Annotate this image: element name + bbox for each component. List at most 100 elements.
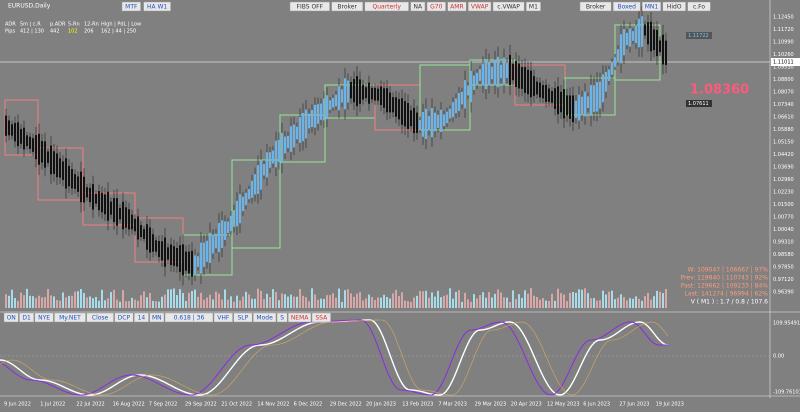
button-label[interactable]: AMR — [450, 4, 463, 11]
volume-bar — [35, 298, 37, 308]
button-label[interactable]: FIBS OFF — [297, 4, 324, 11]
button-label[interactable]: Close — [92, 315, 109, 322]
button[interactable] — [114, 312, 134, 323]
volume-bar — [359, 292, 361, 308]
button[interactable] — [34, 312, 54, 323]
volume-bar — [254, 298, 256, 308]
candle — [632, 31, 634, 41]
button-label[interactable]: DCP — [118, 315, 131, 322]
button-label[interactable]: M1 — [529, 4, 538, 11]
date-label: 6 Dec 2022 — [294, 402, 323, 408]
button-label[interactable]: My.NET — [59, 315, 81, 322]
button-label[interactable]: Broker — [586, 4, 606, 11]
button[interactable] — [447, 1, 467, 12]
button[interactable] — [252, 312, 277, 323]
price-label: 1.05150 — [773, 140, 794, 146]
candle — [542, 85, 544, 99]
button[interactable] — [492, 1, 525, 12]
button[interactable] — [3, 312, 19, 323]
candle — [185, 251, 187, 271]
button-label[interactable]: c.Fo — [693, 4, 705, 11]
level-label: 1.11722 — [688, 33, 709, 39]
button-label[interactable]: c.VWAP — [497, 4, 520, 11]
button[interactable] — [121, 1, 141, 12]
button-label[interactable]: Mode — [256, 315, 273, 322]
button-label[interactable]: NYE — [38, 315, 50, 322]
button[interactable] — [525, 1, 541, 12]
button-label[interactable]: 14 — [138, 315, 146, 322]
button-label[interactable]: HA W1 — [147, 4, 167, 11]
volume-bar — [98, 300, 100, 308]
button-label[interactable]: SSA — [315, 315, 328, 322]
candle — [365, 87, 367, 99]
volume-bar — [284, 294, 286, 308]
candle — [56, 153, 58, 178]
button-label[interactable]: NEMA — [291, 315, 309, 322]
price-label: 1.02960 — [773, 177, 794, 183]
volume-bar — [194, 289, 196, 308]
volume-bar — [233, 301, 235, 308]
button[interactable] — [410, 1, 426, 12]
button[interactable] — [143, 1, 171, 12]
candle — [539, 82, 541, 98]
button[interactable] — [612, 1, 641, 12]
button-label[interactable]: MN — [152, 315, 162, 322]
candle — [443, 114, 445, 126]
button[interactable] — [364, 1, 409, 12]
button[interactable] — [276, 312, 288, 323]
button[interactable] — [467, 1, 492, 12]
button[interactable] — [133, 312, 149, 323]
button[interactable] — [426, 1, 446, 12]
button[interactable] — [287, 312, 312, 323]
button[interactable] — [311, 312, 331, 323]
button[interactable] — [54, 312, 86, 323]
button[interactable] — [213, 312, 233, 323]
button[interactable] — [331, 1, 364, 12]
button-label[interactable]: VWAP — [471, 4, 489, 11]
button-label[interactable]: G70 — [430, 4, 442, 11]
volume-bar — [41, 297, 43, 308]
button[interactable] — [641, 1, 662, 12]
button[interactable] — [687, 1, 711, 12]
button-label[interactable]: MTF — [125, 4, 138, 11]
button[interactable] — [289, 1, 330, 12]
button[interactable] — [86, 312, 114, 323]
button-label[interactable]: MN1 — [645, 4, 659, 11]
price-label: 1.08800 — [773, 77, 794, 83]
button-label[interactable]: ON — [7, 315, 16, 322]
button-label[interactable]: 0.618 | 36 — [174, 315, 205, 322]
button-label[interactable]: Broker — [337, 4, 357, 11]
button[interactable] — [233, 312, 253, 323]
volume-bar — [341, 301, 343, 308]
button[interactable] — [579, 1, 612, 12]
button[interactable] — [164, 312, 214, 323]
button-label[interactable]: Quarterly — [372, 4, 401, 11]
volume-bar — [140, 295, 142, 308]
volume-bar — [653, 296, 655, 308]
button-label[interactable]: SLP — [238, 315, 249, 322]
volume-bar — [257, 288, 259, 308]
button[interactable] — [149, 312, 165, 323]
candle — [404, 101, 406, 127]
button-label[interactable]: NA — [414, 4, 423, 11]
volume-bar — [659, 291, 661, 308]
volume-bar — [203, 299, 205, 308]
volume-bar — [506, 297, 508, 308]
button-label[interactable]: VHF — [217, 315, 230, 322]
volume-bar — [395, 289, 397, 308]
price-label: 1.12450 — [773, 15, 794, 21]
candle — [257, 165, 259, 194]
button-label[interactable]: D1 — [22, 315, 31, 322]
button-label[interactable]: HidO — [667, 4, 682, 11]
volume-bar — [416, 295, 418, 308]
price-label: 0.97120 — [773, 277, 794, 283]
stat-header: p.ADR — [50, 22, 66, 28]
candle — [290, 126, 292, 152]
price-label: 1.02230 — [773, 190, 794, 196]
button-label[interactable]: S — [280, 315, 284, 322]
button[interactable] — [662, 1, 686, 12]
button[interactable] — [19, 312, 35, 323]
button-label[interactable]: Boxed — [617, 4, 636, 11]
volume-bar — [338, 288, 340, 308]
candle — [380, 86, 382, 106]
